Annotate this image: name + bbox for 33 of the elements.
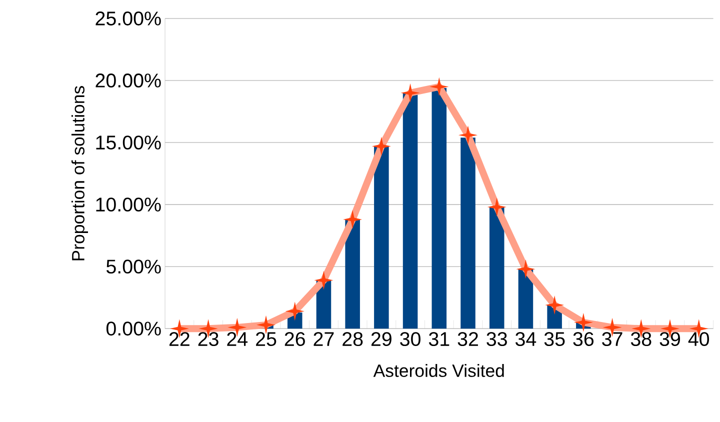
bar [345, 219, 360, 329]
x-tick-label: 32 [458, 332, 478, 346]
y-tick-label: 10.00% [96, 198, 161, 212]
x-tick-label: 37 [602, 332, 622, 346]
x-tick-label: 23 [198, 332, 218, 346]
bar [460, 138, 476, 329]
x-tick-label: 38 [630, 332, 652, 346]
y-tick-label: 0.00% [106, 322, 161, 336]
x-tick-label: 26 [284, 332, 305, 346]
x-tick-label: 36 [573, 332, 594, 346]
bar [374, 146, 389, 329]
bar [432, 88, 447, 329]
x-tick-label: 24 [227, 332, 248, 346]
x-tick-label: 28 [342, 332, 363, 346]
x-tick-label: 33 [486, 332, 507, 346]
bar [402, 92, 418, 329]
y-tick-label: 5.00% [106, 260, 161, 274]
x-axis-title: Asteroids Visited [373, 364, 504, 378]
y-tick-label: 20.00% [96, 74, 161, 88]
x-tick-label: 25 [256, 332, 276, 346]
x-tick-label: 27 [314, 332, 334, 346]
x-tick-label: 29 [371, 332, 392, 346]
x-tick-label: 35 [544, 332, 565, 346]
x-tick-label: 30 [400, 332, 420, 346]
x-tick-label: 34 [516, 332, 536, 346]
x-tick-label: 39 [660, 332, 680, 346]
y-tick-label: 15.00% [96, 136, 161, 150]
x-tick-label: 40 [688, 332, 710, 346]
x-tick-label: 31 [428, 332, 450, 346]
y-tick-label: 25.00% [96, 12, 161, 26]
x-tick-label: 22 [169, 332, 190, 346]
bar [489, 207, 504, 329]
y-axis-title: Proportion of solutions [71, 86, 88, 260]
